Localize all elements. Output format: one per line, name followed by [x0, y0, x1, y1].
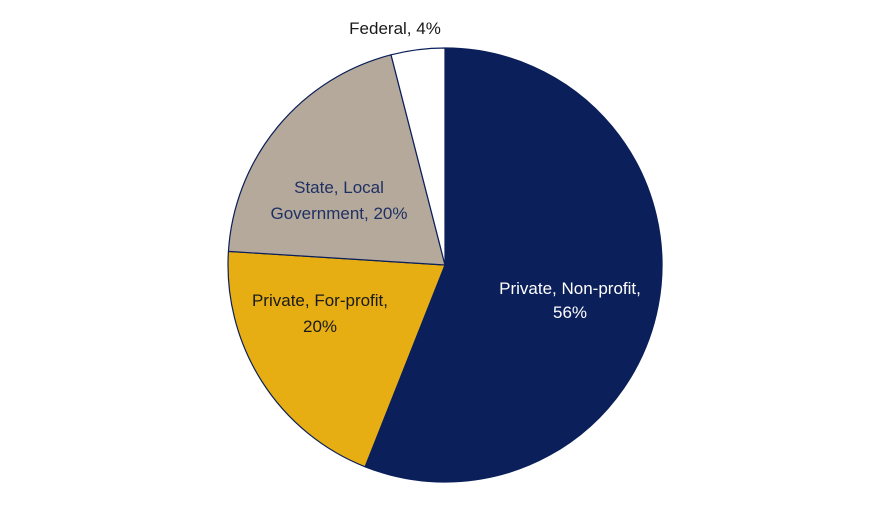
slice-label-private-non-profit: Private, Non-profit, 56%	[499, 279, 641, 322]
slice-label-line: Private, For-profit,	[252, 291, 388, 310]
pie-labels: Private, Non-profit, 56% Private, For-prof…	[252, 19, 641, 336]
slice-label-line: Private, Non-profit,	[499, 279, 641, 298]
pie-slice-private-non-profit	[364, 47, 663, 483]
pie-slice-state-local-government	[227, 54, 446, 266]
slice-label-state-local-government: State, Local Government, 20%	[270, 178, 407, 223]
slice-label-line: Government, 20%	[270, 204, 407, 223]
slice-label-private-for-profit: Private, For-profit, 20%	[252, 291, 388, 336]
slice-label-line: 20%	[303, 317, 337, 336]
slice-label-line: Federal, 4%	[349, 19, 441, 38]
slice-label-line: State, Local	[294, 178, 384, 197]
pie-slice-private-for-profit	[227, 250, 446, 468]
pie-slice-federal	[390, 47, 446, 266]
slice-label-federal: Federal, 4%	[349, 19, 441, 38]
slice-label-line: 56%	[553, 303, 587, 322]
pie-slices	[227, 47, 663, 483]
